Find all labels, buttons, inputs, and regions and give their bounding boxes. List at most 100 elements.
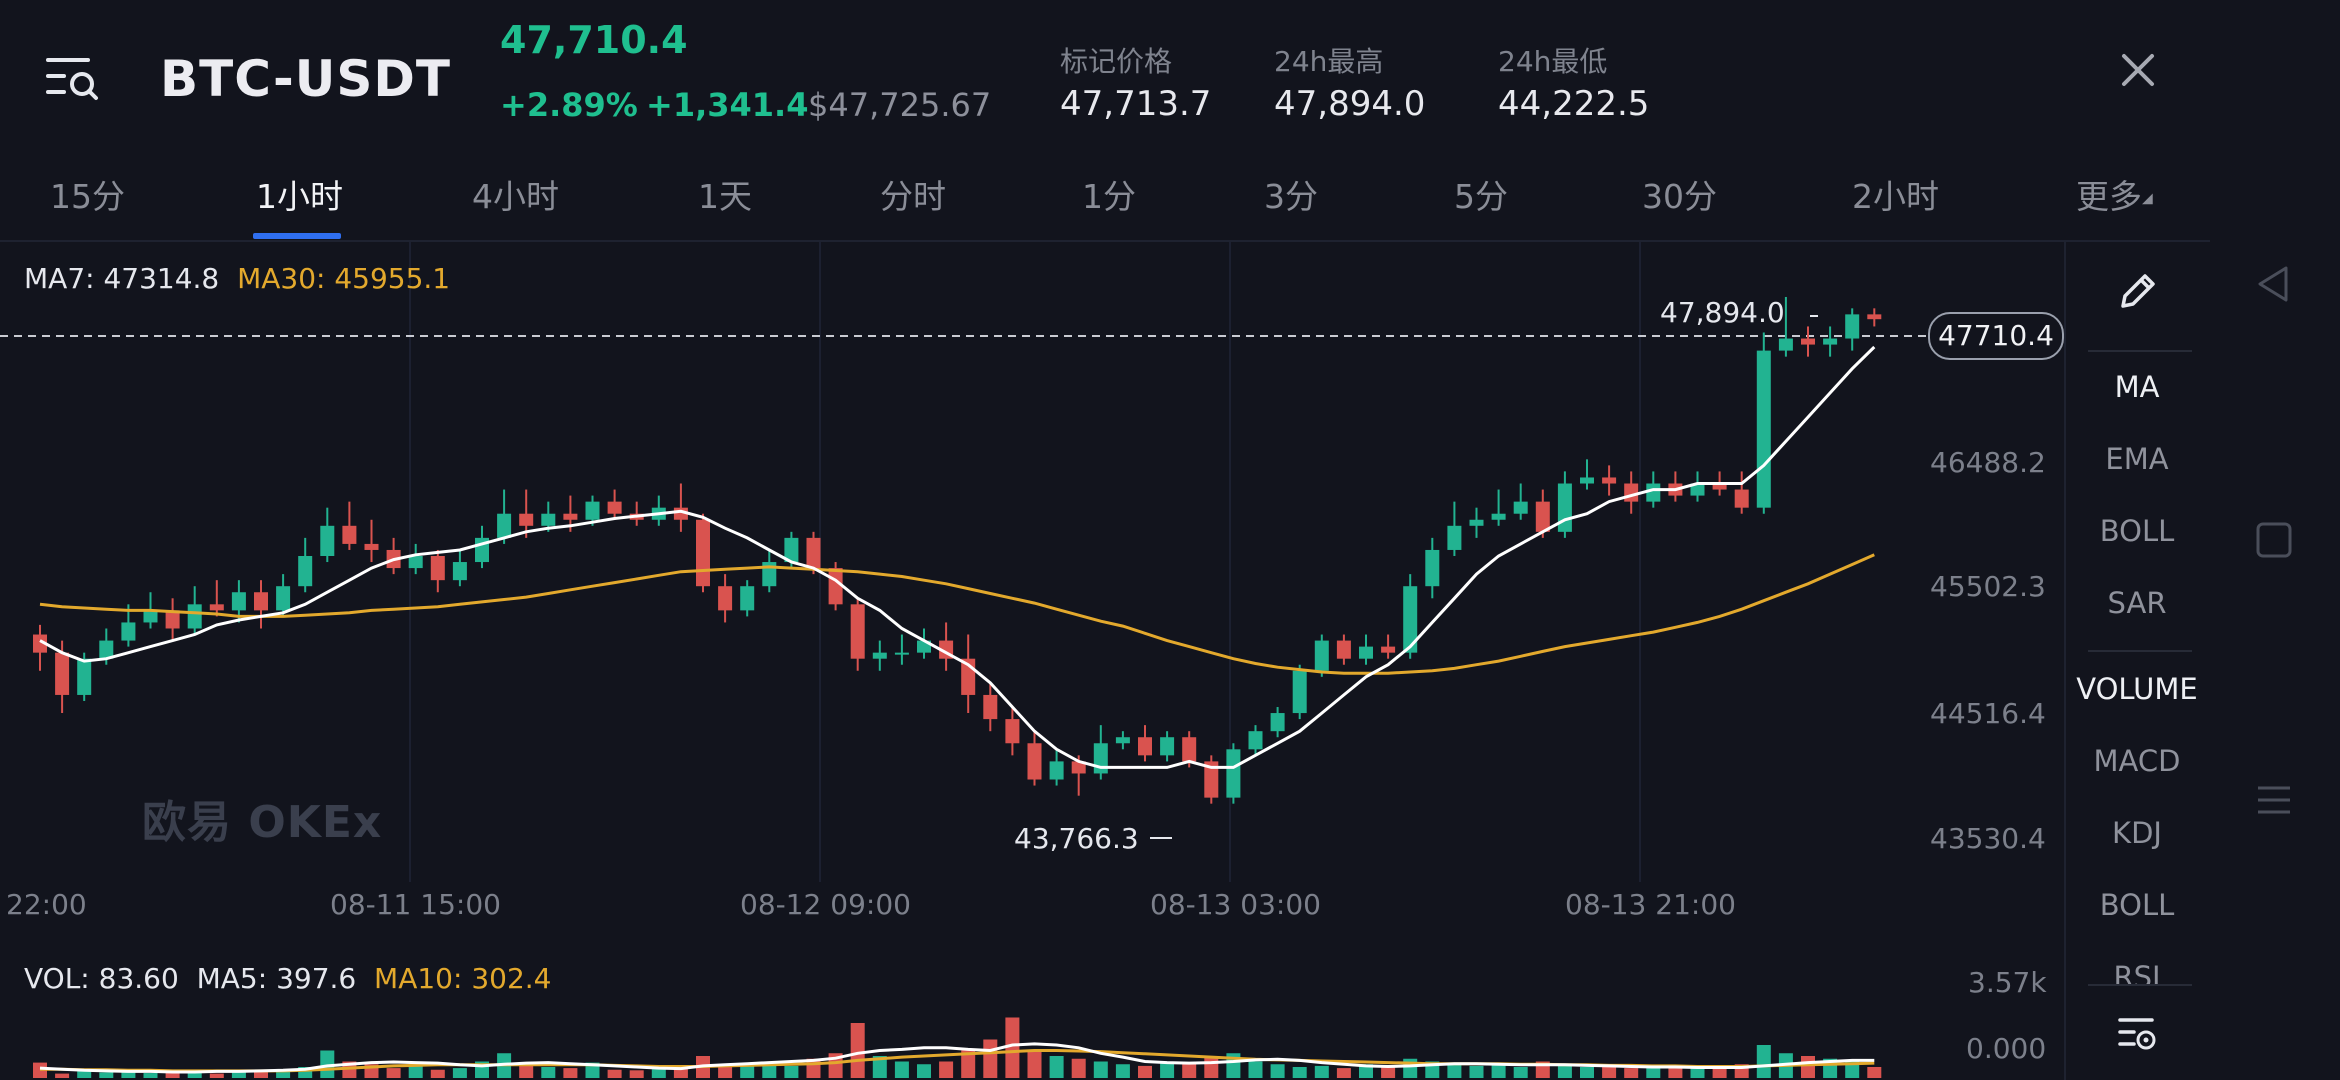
candle-body xyxy=(1027,743,1042,780)
vol-ma5-legend: MA5: 397.6 xyxy=(196,962,357,995)
pencil-icon[interactable] xyxy=(2115,270,2159,314)
indicator-rsi[interactable]: RSI xyxy=(2113,960,2161,984)
nav-home-icon[interactable] xyxy=(2250,516,2298,564)
volume-bar xyxy=(121,1070,136,1078)
volume-bar xyxy=(1049,1056,1064,1078)
candle xyxy=(254,580,268,629)
indicator-settings-icon[interactable] xyxy=(2116,1012,2160,1056)
more-caret-icon: ◢ xyxy=(2142,190,2153,207)
candle xyxy=(961,634,976,714)
candle-body xyxy=(33,634,47,653)
candle xyxy=(1270,707,1285,738)
candle xyxy=(1005,707,1020,756)
volume-bar xyxy=(1712,1067,1727,1078)
last-price: 47,710.4 xyxy=(500,18,688,62)
candle xyxy=(1381,634,1396,659)
indicator-volume[interactable]: VOLUME xyxy=(2076,672,2198,706)
candle xyxy=(762,549,777,593)
volume-bar xyxy=(1602,1065,1617,1078)
24h-low-value: 44,222.5 xyxy=(1498,84,1650,124)
tab-15m[interactable]: 15分 xyxy=(50,177,125,216)
candle xyxy=(1425,537,1440,599)
candle xyxy=(1491,489,1506,526)
pair-symbol[interactable]: BTC-USDT xyxy=(160,50,452,108)
ma-legend: MA7: 47314.8 MA30: 45955.1 xyxy=(24,262,450,295)
tab-3m[interactable]: 3分 xyxy=(1264,177,1318,216)
close-icon[interactable] xyxy=(2118,50,2158,90)
candle xyxy=(718,574,733,623)
indicator-kdj[interactable]: KDJ xyxy=(2112,816,2162,850)
volume-bar xyxy=(1624,1068,1639,1078)
candle-body xyxy=(1270,713,1285,732)
candle xyxy=(696,513,710,593)
candle-body xyxy=(828,568,843,605)
nav-back-icon[interactable] xyxy=(2250,260,2298,308)
kline-chart[interactable] xyxy=(0,242,2064,1080)
tab-5m[interactable]: 5分 xyxy=(1454,177,1508,216)
vol-legend: VOL: 83.60 xyxy=(24,962,179,995)
indicator-sar[interactable]: SAR xyxy=(2107,586,2167,620)
tab-1h[interactable]: 1小时 xyxy=(256,177,343,216)
candle xyxy=(1756,332,1771,514)
volume-bar xyxy=(1469,1065,1484,1078)
indicator-ma[interactable]: MA xyxy=(2114,370,2160,404)
volume-bar xyxy=(1292,1067,1307,1078)
menu-search-icon[interactable] xyxy=(44,50,104,110)
candle-body xyxy=(1138,737,1152,756)
volume-bar xyxy=(850,1023,865,1078)
indicator-ema[interactable]: EMA xyxy=(2105,442,2169,476)
ma7-legend: MA7: 47314.8 xyxy=(24,262,220,295)
candle xyxy=(1513,483,1528,520)
volume-bar xyxy=(209,1073,224,1078)
tab-2h[interactable]: 2小时 xyxy=(1852,177,1939,216)
candle-body xyxy=(1403,586,1418,653)
time-tick: 08-11 15:00 xyxy=(330,888,501,921)
volume-bar xyxy=(231,1069,246,1078)
volume-bar xyxy=(607,1069,622,1078)
volume-bar xyxy=(917,1064,931,1078)
volume-bar xyxy=(1005,1017,1020,1078)
change-absolute: +1,341.4 xyxy=(646,86,809,124)
volume-bar xyxy=(1580,1067,1594,1078)
volume-bar xyxy=(983,1039,998,1078)
tab-1d[interactable]: 1天 xyxy=(698,177,752,216)
indicator-boll-sub[interactable]: BOLL xyxy=(2099,888,2175,922)
candle-body xyxy=(121,622,136,641)
candle-body xyxy=(1381,646,1396,653)
volume-bar xyxy=(1160,1061,1175,1078)
candle-body xyxy=(430,556,445,581)
volume-zero-tick: 0.000 xyxy=(1966,1032,2047,1065)
candle-body xyxy=(983,694,998,720)
candle-body xyxy=(1093,743,1108,774)
volume-bar xyxy=(452,1068,467,1078)
candle-body xyxy=(1491,513,1506,520)
volume-bar xyxy=(143,1073,158,1078)
candle xyxy=(452,549,467,587)
indicator-boll[interactable]: BOLL xyxy=(2099,514,2175,548)
candle-body xyxy=(1248,731,1263,750)
tab-1m[interactable]: 1分 xyxy=(1082,177,1136,216)
candle xyxy=(1557,471,1572,538)
tab-more[interactable]: 更多◢ xyxy=(2076,170,2153,218)
candles xyxy=(33,296,1882,804)
volume-max-tick: 3.57k xyxy=(1968,966,2047,999)
tab-30m[interactable]: 30分 xyxy=(1642,177,1717,216)
candle xyxy=(1138,725,1152,762)
candle-body xyxy=(1469,519,1484,526)
volume-bar xyxy=(1182,1062,1197,1078)
volume-bar xyxy=(187,1071,202,1078)
panel-divider xyxy=(2088,350,2192,352)
volume-bar xyxy=(563,1068,578,1078)
volume-bar xyxy=(165,1072,180,1078)
price-tick: 46488.2 xyxy=(1930,446,2046,479)
tab-4h[interactable]: 4小时 xyxy=(472,177,559,216)
candle xyxy=(629,501,644,526)
candle xyxy=(276,574,291,617)
tab-time-sharing[interactable]: 分时 xyxy=(880,177,946,216)
candle xyxy=(1668,471,1683,502)
candle-body xyxy=(1160,737,1175,756)
nav-recents-icon[interactable] xyxy=(2250,776,2298,824)
candle xyxy=(1469,507,1484,538)
indicator-macd[interactable]: MACD xyxy=(2093,744,2181,778)
current-price-tag: 47710.4 xyxy=(1928,312,2064,360)
